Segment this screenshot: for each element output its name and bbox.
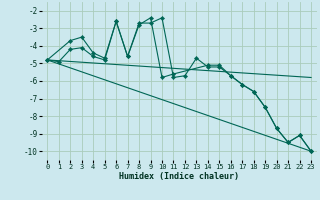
X-axis label: Humidex (Indice chaleur): Humidex (Indice chaleur) xyxy=(119,172,239,181)
